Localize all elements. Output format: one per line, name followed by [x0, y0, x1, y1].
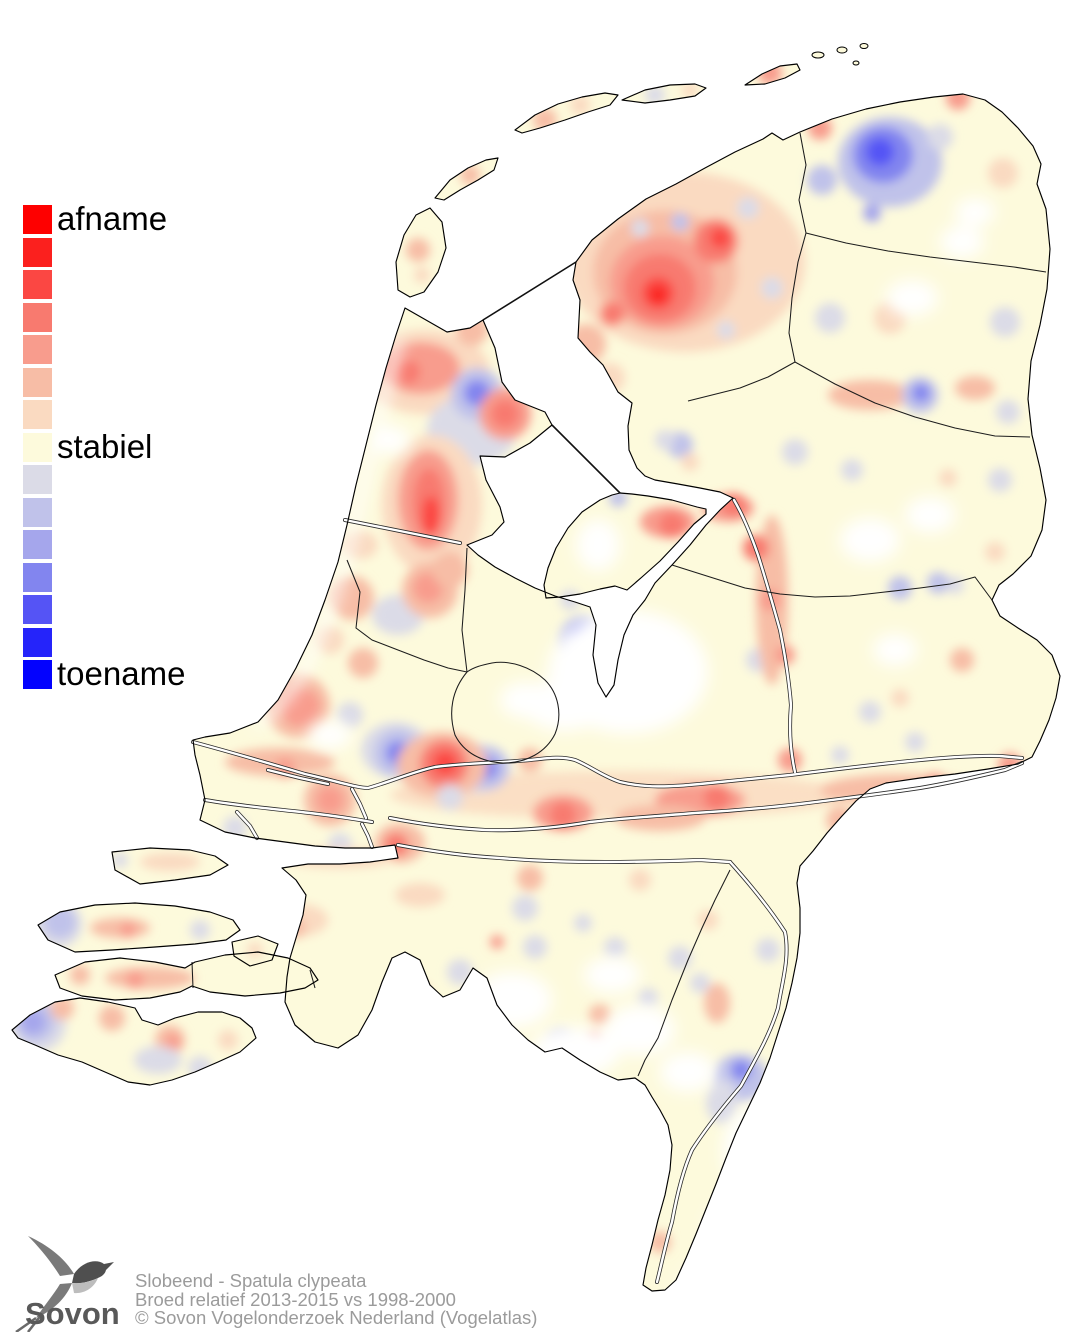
- map-caption: Slobeend - Spatula clypeata Broed relati…: [135, 1270, 538, 1329]
- legend-swatch-10: [23, 530, 52, 559]
- sovon-logo-text: Sovon: [25, 1296, 120, 1331]
- legend-swatch-9: [23, 498, 52, 527]
- afsluitdijk: [482, 261, 577, 321]
- legend-swatch-8: [23, 465, 52, 494]
- province-borders: [191, 132, 1047, 1077]
- legend-swatch-1: [23, 238, 52, 267]
- legend-label-afname: afname: [57, 200, 168, 237]
- legend-label-toename: toename: [57, 655, 186, 692]
- legend-swatch-4: [23, 335, 52, 364]
- caption-period: Broed relatief 2013-2015 vs 1998-2000: [135, 1288, 456, 1310]
- houtribdijk: [551, 424, 621, 494]
- legend-swatch-0: [23, 205, 52, 234]
- legend-swatch-12: [23, 595, 52, 624]
- rivers: [191, 498, 1024, 1284]
- legend-swatch-7: [23, 433, 52, 462]
- legend-swatch-13: [23, 628, 52, 657]
- caption-copyright: © Sovon Vogelonderzoek Nederland (Vogela…: [135, 1307, 538, 1329]
- legend-swatch-11: [23, 563, 52, 592]
- legend-swatch-14: [23, 660, 52, 689]
- trend-heat-layer: [12, 64, 1022, 1291]
- legend-swatch-2: [23, 270, 52, 299]
- legend-label-stabiel: stabiel: [57, 428, 153, 465]
- legend-swatch-6: [23, 400, 52, 429]
- wadden-islets: [811, 43, 869, 66]
- river-fills: [191, 498, 1024, 1284]
- legend-swatch-3: [23, 303, 52, 332]
- legend-swatch-5: [23, 368, 52, 397]
- caption-species: Slobeend - Spatula clypeata: [135, 1270, 367, 1291]
- sovon-logo-bird-icon: [15, 1236, 114, 1332]
- land-base: [12, 43, 1060, 1291]
- dune-strip: [253, 338, 403, 728]
